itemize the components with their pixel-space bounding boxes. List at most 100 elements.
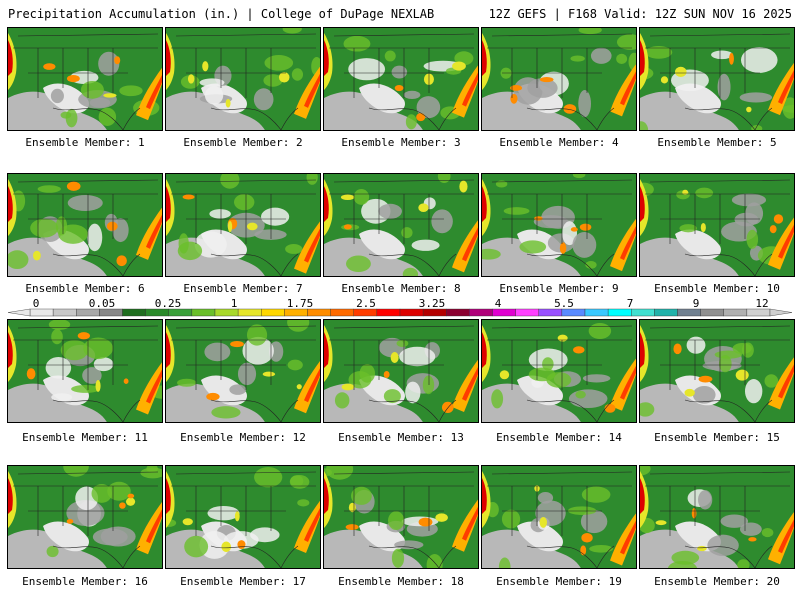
precip-map [482,28,636,130]
colorbar-segment [76,308,100,317]
colorbar-tick-label: 0.25 [154,297,182,310]
ensemble-map-panel [481,465,637,569]
precip-map [324,28,478,130]
ensemble-member-label: Ensemble Member: 9 [499,282,619,295]
ensemble-member-label: Ensemble Member: 4 [499,136,619,149]
ensemble-map-panel [323,465,479,569]
precip-map [640,28,794,130]
colorbar-tick-label: 0 [32,297,40,310]
colorbar-segment [353,308,378,317]
precip-map [166,466,320,568]
ensemble-map-panel [7,465,163,569]
colorbar-segment [469,308,493,317]
ensemble-member-label: Ensemble Member: 8 [341,282,461,295]
ensemble-map-panel [481,27,637,131]
colorbar-max-arrow [769,308,793,317]
ensemble-map-panel [481,319,637,423]
ensemble-member-label: Ensemble Member: 15 [654,431,780,444]
ensemble-map-panel [165,27,321,131]
colorbar-segment [492,308,516,317]
colorbar-tick-label: 3.25 [418,297,446,310]
ensemble-map-panel [7,173,163,277]
precip-map [8,28,162,130]
precip-map [640,466,794,568]
colorbar-segment [237,308,262,317]
precip-map [482,466,636,568]
colorbar-segment [446,308,470,317]
colorbar-segment [168,308,193,317]
ensemble-map-panel [165,173,321,277]
colorbar-tick-label: 4 [494,297,502,310]
precip-map [166,174,320,276]
precip-map [166,320,320,422]
ensemble-map-panel [323,173,479,277]
colorbar-segment [607,308,632,317]
colorbar-segment [99,308,123,317]
precip-map [8,320,162,422]
ensemble-map-panel [7,319,163,423]
ensemble-member-label: Ensemble Member: 7 [183,282,303,295]
ensemble-map-panel [639,27,795,131]
colorbar-segment [561,308,586,317]
precip-map [640,174,794,276]
colorbar-tick-label: 12 [755,297,769,310]
colorbar-segment [214,308,239,317]
colorbar-segment [261,308,285,317]
colorbar-segment [122,308,146,317]
precip-map [324,466,478,568]
header: Precipitation Accumulation (in.) | Colle… [0,0,800,26]
ensemble-member-label: Ensemble Member: 14 [496,431,622,444]
ensemble-member-label: Ensemble Member: 2 [183,136,303,149]
colorbar-segment [700,308,724,317]
precip-map [324,320,478,422]
colorbar-segment [52,308,77,317]
colorbar-segment [422,308,447,317]
ensemble-member-label: Ensemble Member: 1 [25,136,145,149]
ensemble-map-panel [639,319,795,423]
colorbar-segment [191,308,216,317]
ensemble-map-panel [323,319,479,423]
ensemble-member-label: Ensemble Member: 12 [180,431,306,444]
ensemble-member-label: Ensemble Member: 5 [657,136,777,149]
ensemble-member-label: Ensemble Member: 10 [654,282,780,295]
colorbar-segment [746,308,771,317]
page-title: Precipitation Accumulation (in.) | Colle… [8,7,435,21]
ensemble-map-panel [639,173,795,277]
colorbar-segment [584,308,609,317]
precip-map [324,174,478,276]
precip-map [482,320,636,422]
ensemble-member-label: Ensemble Member: 17 [180,575,306,588]
colorbar-segment [723,308,748,317]
colorbar-min-arrow [7,308,31,317]
precip-map [640,320,794,422]
precip-map [8,466,162,568]
colorbar-tick-label: 9 [692,297,700,310]
colorbar-segment [330,308,354,317]
ensemble-member-label: Ensemble Member: 20 [654,575,780,588]
precip-map [482,174,636,276]
ensemble-member-label: Ensemble Member: 18 [338,575,464,588]
ensemble-member-label: Ensemble Member: 3 [341,136,461,149]
colorbar-segment [145,308,169,317]
colorbar-segment [399,308,424,317]
precip-map [8,174,162,276]
colorbar-segment [677,308,701,317]
colorbar [7,308,793,317]
run-info: 12Z GEFS | F168 Valid: 12Z SUN NOV 16 20… [488,7,792,21]
ensemble-map-panel [7,27,163,131]
precip-map [166,28,320,130]
ensemble-map-panel [165,319,321,423]
colorbar-tick-label: 0.05 [88,297,116,310]
colorbar-tick-label: 5.5 [554,297,574,310]
ensemble-member-label: Ensemble Member: 16 [22,575,148,588]
ensemble-member-label: Ensemble Member: 19 [496,575,622,588]
colorbar-segment [631,308,655,317]
ensemble-member-label: Ensemble Member: 6 [25,282,145,295]
ensemble-map-panel [481,173,637,277]
colorbar-segment [284,308,308,317]
ensemble-member-label: Ensemble Member: 13 [338,431,464,444]
colorbar-segment [538,308,563,317]
ensemble-map-panel [639,465,795,569]
colorbar-segment [307,308,331,317]
colorbar-segment [29,308,54,317]
